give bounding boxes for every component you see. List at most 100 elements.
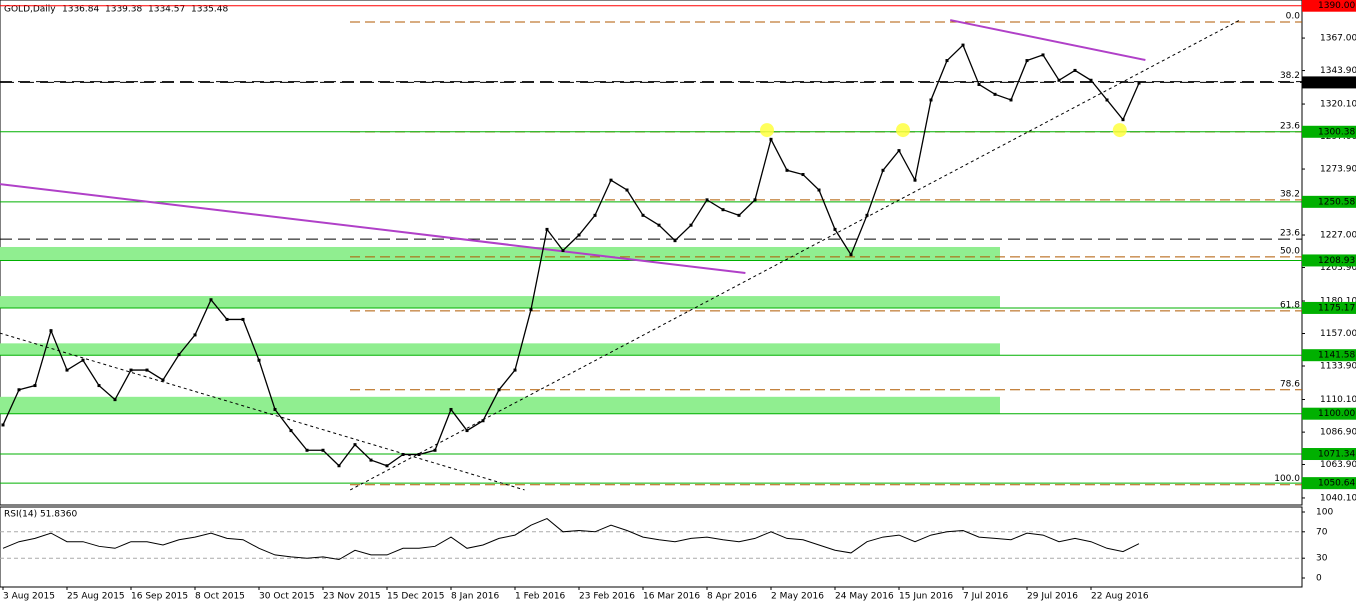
price-tag-label: 1390.00 <box>1318 1 1355 11</box>
price-point <box>33 384 37 388</box>
support-zone <box>0 343 1000 356</box>
x-tick-label: 15 Jun 2016 <box>899 592 953 602</box>
y-tick-label: 1086.90 <box>1320 428 1356 438</box>
price-point <box>417 452 421 456</box>
price-tag-label: 1050.64 <box>1318 479 1355 489</box>
price-tag <box>1302 76 1356 89</box>
price-point <box>833 227 837 231</box>
price-tag <box>1302 448 1356 461</box>
fib-label: 0.0 <box>1286 12 1301 22</box>
price-point <box>513 368 517 372</box>
y-tick-label: 1227.00 <box>1320 231 1356 241</box>
price-point <box>593 213 597 217</box>
price-tag-label: 1208.93 <box>1318 256 1355 266</box>
x-tick-label: 15 Dec 2015 <box>387 592 445 602</box>
price-point <box>97 384 101 388</box>
price-point <box>1105 98 1109 102</box>
price-point <box>609 178 613 182</box>
price-point <box>849 253 853 257</box>
price-point <box>273 407 277 411</box>
price-point <box>689 223 693 227</box>
fib-label: 38.2 <box>1280 71 1300 81</box>
price-tag <box>1302 0 1356 12</box>
fib-label: 100.0 <box>1274 474 1300 484</box>
price-point <box>545 227 549 231</box>
x-tick-label: 8 Jan 2016 <box>451 592 499 602</box>
trendline <box>0 183 746 275</box>
price-tag <box>1302 407 1356 420</box>
y-tick-label: 1040.10 <box>1320 493 1356 503</box>
price-point <box>193 333 197 337</box>
price-point <box>1057 78 1061 82</box>
price-point <box>817 188 821 192</box>
rsi-tick-label: 100 <box>1316 508 1333 518</box>
price-point <box>801 173 805 177</box>
price-tag <box>1302 195 1356 208</box>
marker <box>760 123 774 138</box>
price-point <box>465 429 469 433</box>
price-point <box>561 248 565 252</box>
fib-label: 38.2 <box>1280 189 1300 199</box>
price-tag-label: 1071.34 <box>1318 450 1355 460</box>
price-tag <box>1302 349 1356 362</box>
price-tag-label: 1141.58 <box>1318 351 1355 361</box>
price-point <box>49 329 53 333</box>
price-point <box>993 92 997 96</box>
quote-value: 1339.38 <box>105 5 142 15</box>
price-point <box>449 407 453 411</box>
y-tick-label: 1320.10 <box>1320 100 1356 110</box>
price-point <box>321 448 325 452</box>
quote-value: 1335.48 <box>191 5 228 15</box>
rsi-frame <box>0 506 1303 588</box>
x-tick-label: 25 Aug 2015 <box>67 592 125 602</box>
price-point <box>785 168 789 172</box>
marker <box>1112 123 1127 138</box>
x-tick-label: 8 Oct 2015 <box>195 592 245 602</box>
price-point <box>737 213 741 217</box>
price-point <box>1089 78 1093 82</box>
y-tick-label: 1157.00 <box>1320 329 1356 339</box>
price-point <box>929 98 933 102</box>
marker <box>896 123 910 138</box>
y-tick-label: 1063.90 <box>1320 460 1356 470</box>
price-point <box>977 82 981 86</box>
price-tag <box>1302 301 1356 314</box>
x-tick-label: 1 Feb 2016 <box>515 592 566 602</box>
price-point <box>65 368 69 372</box>
price-tag <box>1302 477 1356 490</box>
price-point <box>209 298 213 302</box>
rsi-tick-label: 0 <box>1316 574 1322 584</box>
price-point <box>529 308 533 312</box>
x-tick-label: 22 Aug 2016 <box>1091 592 1149 602</box>
price-point <box>753 198 757 202</box>
price-point <box>177 353 181 357</box>
price-tag-label: 1100.00 <box>1318 409 1355 419</box>
quote-value: 1334.57 <box>148 5 185 15</box>
fib-label: 23.6 <box>1280 121 1300 131</box>
rsi-tick-label: 30 <box>1316 554 1328 564</box>
price-point <box>705 198 709 202</box>
price-point <box>897 149 901 153</box>
y-tick-label: 1203.90 <box>1320 263 1356 273</box>
price-tag-label: 1250.58 <box>1318 197 1355 207</box>
x-tick-label: 24 May 2016 <box>835 592 894 602</box>
y-tick-label: 1133.90 <box>1320 362 1356 372</box>
price-point <box>673 239 677 243</box>
price-point <box>113 398 117 402</box>
price-point <box>241 317 245 321</box>
fib-label: 23.6 <box>1280 229 1300 239</box>
price-point <box>225 317 229 321</box>
x-tick-label: 16 Sep 2015 <box>131 592 188 602</box>
quote-value: 1336.84 <box>62 5 99 15</box>
price-point <box>305 448 309 452</box>
x-tick-label: 16 Mar 2016 <box>643 592 700 602</box>
price-point <box>1 423 5 427</box>
x-tick-label: 23 Feb 2016 <box>579 592 635 602</box>
price-point <box>497 388 501 392</box>
fib-label: 61.8 <box>1280 300 1300 310</box>
price-point <box>369 458 373 462</box>
support-zone <box>0 296 1000 308</box>
x-tick-label: 8 Apr 2016 <box>707 592 757 602</box>
price-point <box>1025 59 1029 63</box>
price-point <box>401 452 405 456</box>
